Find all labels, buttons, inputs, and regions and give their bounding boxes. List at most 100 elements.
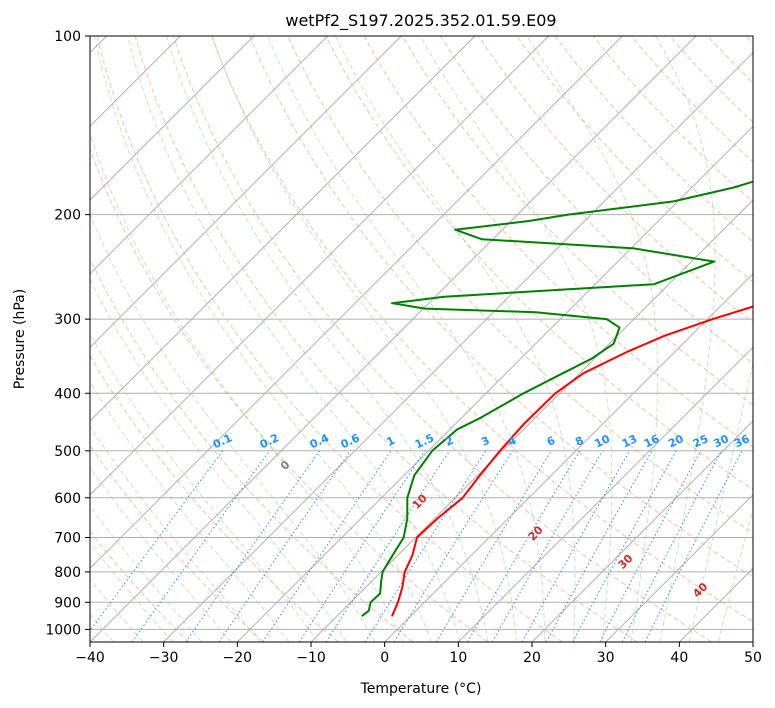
moist-adiabat-label: 40 [690, 580, 710, 600]
x-tick-label: 10 [449, 650, 467, 666]
x-tick-label: −10 [296, 650, 326, 666]
temperature-series-line [391, 305, 753, 617]
mixing-ratio-label: 16 [642, 432, 662, 450]
mixing-ratio-line [545, 450, 653, 642]
moist-adiabat-line [526, 36, 659, 642]
dry-adiabat-line [90, 257, 414, 642]
mixing-ratio-line [572, 450, 677, 642]
dry-adiabat-line [90, 354, 339, 642]
moist-adiabat-label: 20 [526, 523, 546, 543]
mixing-ratio-line [599, 450, 702, 642]
moist-adiabat-line [90, 381, 290, 642]
dry-adiabat-line [592, 36, 753, 203]
dry-adiabat-line [325, 36, 753, 491]
y-tick-label: 1000 [45, 622, 81, 638]
dry-adiabat-line [249, 36, 753, 578]
moist-adiabat-line [90, 332, 319, 642]
mixing-ratio-line [521, 450, 631, 642]
mixing-ratio-lines [90, 450, 743, 642]
mixing-ratio-line [131, 450, 271, 642]
dry-adiabat-line [439, 36, 753, 365]
moist-adiabat-line [655, 36, 716, 642]
y-tick-label: 800 [54, 565, 81, 581]
mixing-ratio-label: 8 [573, 434, 585, 449]
moist-adiabats [90, 36, 753, 642]
isotherm-line [678, 567, 753, 642]
y-tick-label: 600 [54, 491, 81, 507]
isotherm-line [90, 36, 550, 496]
dry-adiabat-line [90, 444, 264, 642]
moist-adiabat-line [211, 36, 517, 642]
dry-adiabat-line [707, 36, 753, 84]
mixing-ratio-label: 10 [593, 432, 613, 450]
mixing-ratio-line [262, 450, 392, 642]
plot-frame [89, 35, 754, 643]
isotherm-line [457, 346, 753, 642]
mixing-ratio-label: 25 [691, 432, 710, 450]
isotherm-line [310, 199, 753, 642]
x-tick-label: 40 [670, 650, 688, 666]
dry-adiabats [90, 36, 753, 642]
dry-adiabat-line [90, 147, 488, 642]
mixing-ratio-label: 30 [711, 432, 731, 450]
isotherm-line [90, 36, 402, 349]
x-tick-label: 0 [380, 650, 389, 666]
mixing-ratio-label: 2 [443, 434, 455, 449]
dry-adiabat-line [478, 36, 753, 324]
dry-adiabat-line [96, 36, 563, 642]
dry-adiabat-line [211, 36, 753, 623]
isotherm-line [90, 36, 329, 275]
mixing-ratio-label: 13 [620, 432, 639, 450]
y-tick-label: 200 [54, 208, 81, 224]
isotherm-line [90, 36, 623, 570]
gridlines [90, 36, 753, 642]
moist-adiabat-line [419, 36, 613, 642]
isotherm-line [90, 36, 255, 201]
mixing-ratio-label: 1.5 [413, 431, 436, 451]
moist-adiabat-label: 10 [410, 491, 430, 511]
y-tick-label: 500 [54, 444, 81, 460]
isotherm-line [752, 641, 753, 642]
dry-adiabat-line [669, 36, 753, 124]
moist-adiabat-line [688, 360, 753, 642]
x-tick-label: −30 [149, 650, 179, 666]
y-tick-label: 900 [54, 595, 81, 611]
moist-adiabat-line [717, 507, 753, 642]
dry-adiabat-line [516, 36, 753, 283]
mixing-ratio-line [218, 450, 351, 642]
moist-adiabat-line [90, 278, 347, 642]
mixing-ratio-label: 6 [545, 434, 558, 449]
mixing-ratio-label: 20 [666, 432, 686, 450]
mixing-ratio-line [185, 450, 321, 642]
y-axis-label: Pressure (hPa) [12, 289, 28, 389]
isotherm-line [90, 36, 697, 642]
mixing-ratio-label: 0.1 [211, 431, 234, 451]
line-labels: -100-90-80-70-60-50-40-30-20-100.10.20.4… [211, 431, 752, 600]
dry-adiabat-line [172, 36, 712, 642]
mixing-ratio-label: 3 [479, 434, 491, 449]
moist-adiabat-line [127, 36, 461, 642]
mixing-ratio-label: 0.2 [258, 431, 281, 451]
moist-adiabat-line [165, 36, 489, 642]
isotherm-line [236, 125, 753, 642]
isotherm-line [531, 420, 753, 642]
chart-title: wetPf2_S197.2025.352.01.59.E09 [285, 11, 556, 31]
axis-ticks: −40 −30 −20 −10 0 10 20 30 40 5010020030040050060… [45, 29, 762, 666]
mixing-ratio-line [435, 450, 552, 642]
dry-adiabat-line [401, 36, 753, 406]
moist-adiabat-line [90, 466, 232, 642]
mixing-ratio-label: 36 [732, 432, 752, 450]
moist-adiabat-line [90, 425, 261, 642]
x-tick-label: −20 [223, 650, 253, 666]
dry-adiabat-line [90, 530, 190, 642]
x-tick-label: −40 [75, 650, 105, 666]
profile-series [361, 180, 753, 617]
mixing-ratio-line [364, 450, 487, 642]
y-tick-label: 300 [54, 312, 81, 328]
moist-adiabat-line [267, 36, 546, 642]
y-tick-label: 100 [54, 29, 81, 45]
x-axis-label: Temperature (°C) [360, 681, 482, 697]
mixing-ratio-line [325, 450, 451, 642]
x-tick-label: 50 [744, 650, 762, 666]
